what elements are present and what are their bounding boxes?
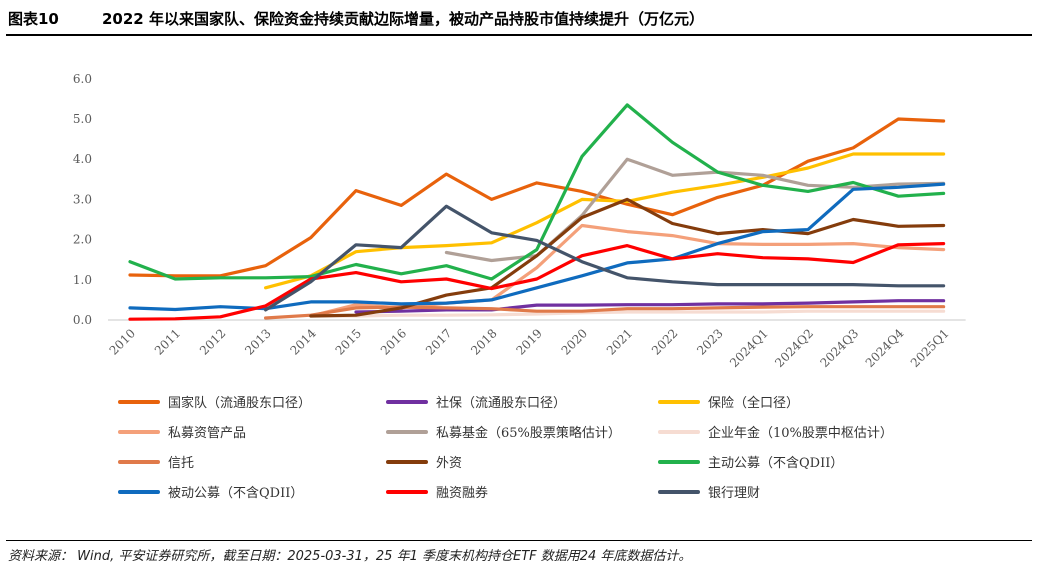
series-line-1: [354, 299, 946, 314]
figure-footer: 资料来源： Wind, 平安证券研究所，截至日期：2025-03-31，25 年…: [6, 540, 1032, 567]
legend-label: 保险（全口径）: [708, 396, 800, 411]
y-tick-label: 1.0: [73, 273, 92, 287]
series-line-6: [264, 305, 946, 320]
x-tick-label: 2021: [604, 326, 635, 357]
x-tick-label: 2019: [513, 326, 544, 357]
legend-label: 外资: [436, 456, 463, 471]
y-tick-label: 4.0: [73, 152, 92, 166]
legend-item: 银行理财: [658, 482, 760, 501]
y-tick-label: 5.0: [73, 112, 92, 126]
legend-swatch: [658, 399, 700, 404]
legend-item: 私募基金（65%股票策略估计）: [386, 422, 621, 441]
x-tick-label: 2024Q2: [772, 326, 816, 370]
x-tick-label: 2018: [468, 326, 499, 357]
legend-swatch: [658, 489, 700, 494]
y-tick-label: 3.0: [73, 192, 92, 206]
x-tick-label: 2022: [649, 326, 680, 357]
legend-label: 主动公募（不含QDII）: [708, 456, 844, 471]
legend-item: 融资融券: [386, 482, 488, 501]
legend-item: 企业年金（10%股票中枢估计）: [658, 422, 893, 441]
legend-label: 私募基金（65%股票策略估计）: [436, 426, 621, 441]
legend-swatch: [118, 459, 160, 464]
y-tick-label: 2.0: [73, 233, 92, 247]
legend-label: 企业年金（10%股票中枢估计）: [708, 426, 893, 441]
legend-label: 私募资管产品: [168, 426, 247, 441]
legend-item: 保险（全口径）: [658, 392, 799, 411]
x-tick-label: 2016: [378, 326, 409, 357]
source-note: 资料来源： Wind, 平安证券研究所，截至日期：2025-03-31，25 年…: [8, 549, 692, 564]
legend-swatch: [386, 489, 428, 494]
legend-swatch: [386, 399, 428, 404]
series-line-5: [309, 309, 946, 318]
series-line-7: [309, 197, 946, 318]
legend-label: 社保（流通股东口径）: [436, 396, 567, 411]
legend-item: 外资: [386, 452, 462, 471]
series-line-4: [444, 157, 946, 263]
series-line-11: [264, 204, 946, 312]
legend-swatch: [658, 429, 700, 434]
figure-number: 图表10: [8, 10, 59, 28]
legend-swatch: [386, 429, 428, 434]
legend-label: 国家队（流通股东口径）: [168, 396, 312, 411]
legend-swatch: [118, 429, 160, 434]
figure-title: 2022 年以来国家队、保险资金持续贡献边际增量，被动产品持股市值持续提升（万亿…: [102, 10, 704, 28]
legend-label: 被动公募（不含QDII）: [168, 486, 304, 501]
legend-item: 主动公募（不含QDII）: [658, 452, 843, 471]
line-chart: 0.0 1.0 2.0 3.0 4.0 5.0 6.0 2010 2011 2012 2013 201…: [73, 72, 966, 370]
x-tick-label: 2024Q3: [817, 326, 861, 370]
legend-item: 私募资管产品: [118, 422, 246, 441]
legend-label: 融资融券: [436, 486, 489, 501]
y-tick-label: 0.0: [73, 313, 92, 327]
legend-item: 社保（流通股东口径）: [386, 392, 566, 411]
x-tick-label: 2020: [559, 326, 590, 357]
legend-item: 被动公募（不含QDII）: [118, 482, 303, 501]
x-tick-label: 2011: [152, 326, 183, 357]
x-tick-label: 2014: [287, 326, 319, 358]
x-tick-label: 2015: [333, 326, 364, 357]
legend-item: 信托: [118, 452, 194, 471]
legend-swatch: [118, 399, 160, 404]
legend-label: 银行理财: [708, 486, 761, 501]
x-tick-label: 2023: [694, 326, 725, 357]
series-line-0: [128, 117, 946, 278]
x-tick-label: 2012: [197, 326, 228, 357]
series-line-8: [128, 103, 946, 281]
figure-header: 图表10 2022 年以来国家队、保险资金持续贡献边际增量，被动产品持股市值持续…: [6, 4, 1032, 36]
legend-swatch: [118, 489, 160, 494]
legend-item: 国家队（流通股东口径）: [118, 392, 311, 411]
legend-swatch: [658, 459, 700, 464]
series-line-2: [264, 152, 946, 290]
legend-label: 信托: [168, 456, 195, 471]
x-tick-label: 2013: [242, 326, 273, 357]
x-tick-label: 2017: [423, 326, 454, 357]
x-tick-label: 2010: [107, 326, 138, 357]
x-tick-label: 2024Q1: [727, 326, 771, 370]
x-tick-label: 2025Q1: [908, 326, 952, 370]
legend-swatch: [386, 459, 428, 464]
series-line-10: [128, 242, 946, 321]
y-tick-label: 6.0: [73, 72, 92, 86]
x-tick-label: 2024Q4: [863, 326, 907, 370]
